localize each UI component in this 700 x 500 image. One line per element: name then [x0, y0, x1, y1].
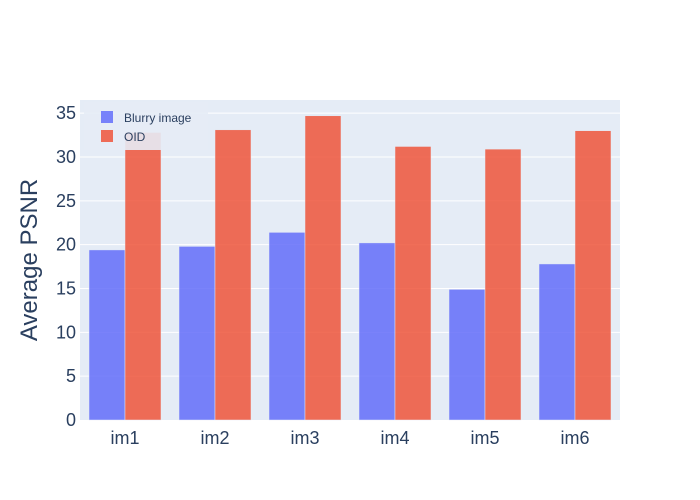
- x-axis-ticks: im1 im2 im3 im4 im5 im6: [110, 428, 589, 448]
- y-tick-label: 15: [56, 278, 76, 298]
- legend-label-oid: OID: [124, 130, 146, 144]
- bars: [88, 115, 612, 421]
- bar-blurry-image-im2[interactable]: [178, 246, 216, 421]
- legend-swatch-oid: [101, 130, 113, 142]
- bar-oid-im1[interactable]: [124, 132, 162, 421]
- bar-oid-im6[interactable]: [574, 130, 612, 421]
- bar-oid-im2[interactable]: [214, 129, 252, 421]
- y-tick-label: 5: [66, 366, 76, 386]
- bar-blurry-image-im1[interactable]: [88, 249, 126, 421]
- x-tick-label: im6: [560, 428, 589, 448]
- y-axis-label: Average PSNR: [16, 179, 43, 341]
- x-tick-label: im1: [110, 428, 139, 448]
- y-tick-label: 30: [56, 147, 76, 167]
- bar-blurry-image-im6[interactable]: [538, 263, 576, 421]
- bar-oid-im5[interactable]: [484, 148, 522, 421]
- bar-oid-im4[interactable]: [394, 146, 432, 421]
- legend-background: [84, 102, 208, 150]
- grid-lines: [80, 112, 620, 377]
- plot-background: [80, 100, 620, 420]
- y-axis-ticks: 0 5 10 15 20 25 30 35: [56, 103, 76, 430]
- x-tick-label: im2: [200, 428, 229, 448]
- y-tick-label: 0: [66, 410, 76, 430]
- y-tick-label: 35: [56, 103, 76, 123]
- legend-swatch-blurry-image: [101, 111, 113, 123]
- y-tick-label: 20: [56, 235, 76, 255]
- bar-oid-im3[interactable]: [304, 115, 342, 421]
- x-tick-label: im4: [380, 428, 409, 448]
- bar-blurry-image-im5[interactable]: [448, 289, 486, 421]
- legend-label-blurry-image: Blurry image: [124, 111, 192, 125]
- bar-blurry-image-im3[interactable]: [268, 232, 306, 421]
- y-tick-label: 25: [56, 191, 76, 211]
- x-tick-label: im5: [470, 428, 499, 448]
- y-tick-label: 10: [56, 322, 76, 342]
- x-tick-label: im3: [290, 428, 319, 448]
- bar-blurry-image-im4[interactable]: [358, 242, 396, 421]
- legend[interactable]: Blurry image OID: [84, 102, 208, 150]
